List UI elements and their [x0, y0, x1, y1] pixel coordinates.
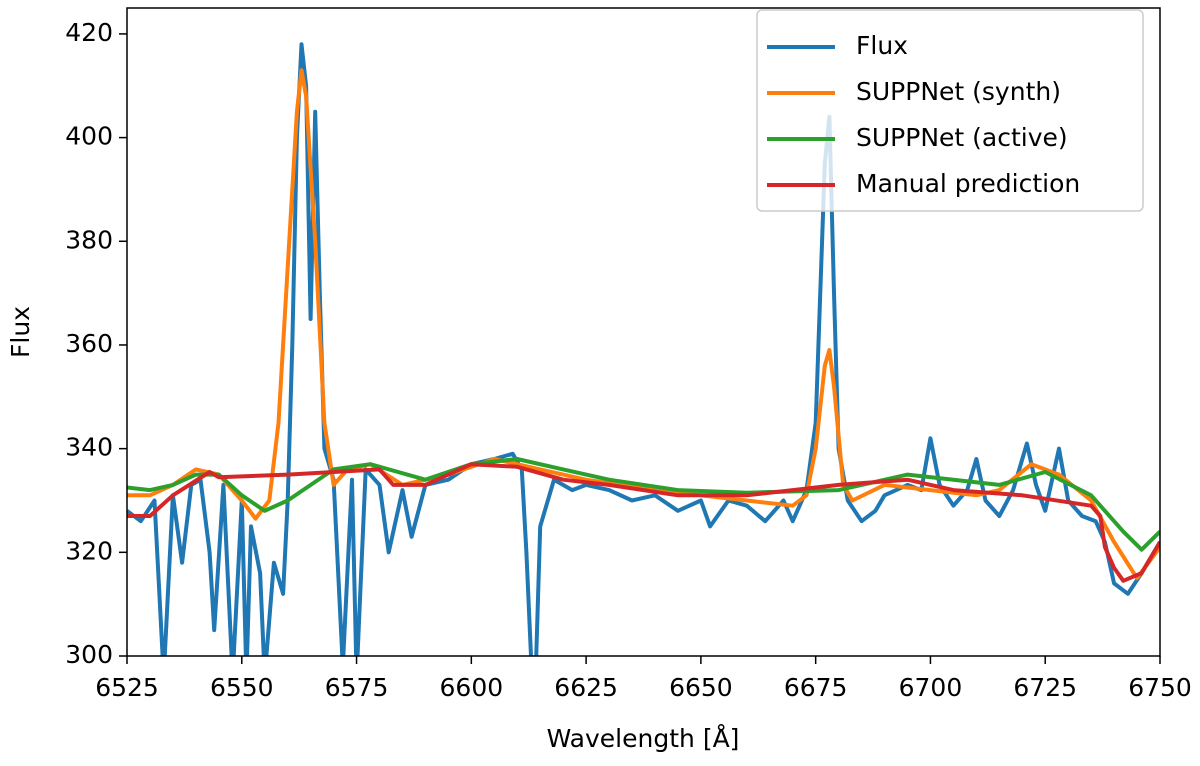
x-tick-label: 6750	[1128, 673, 1192, 702]
y-tick-label: 360	[65, 329, 113, 358]
plot-frame	[126, 7, 1161, 657]
x-tick-label: 6575	[325, 673, 389, 702]
legend-label: Manual prediction	[856, 169, 1080, 198]
series-line	[127, 68, 1160, 581]
legend-label: SUPPNet (synth)	[856, 77, 1061, 106]
legend: Flux SUPPNet (synth) SUPPNet (active) Manua…	[756, 9, 1144, 212]
x-tick-label: 6550	[210, 673, 274, 702]
series-line	[127, 42, 1160, 656]
series-line	[127, 462, 1160, 583]
y-tick-label: 300	[65, 640, 113, 669]
y-tick-label: 380	[65, 225, 113, 254]
x-tick-label: 6725	[1013, 673, 1077, 702]
x-tick-label: 6675	[784, 673, 848, 702]
y-tick-label: 340	[65, 433, 113, 462]
x-axis-label: Wavelength [Å]	[547, 724, 740, 753]
y-tick-label: 420	[65, 18, 113, 47]
legend-label: Flux	[856, 31, 908, 60]
y-tick-label: 400	[65, 122, 113, 151]
legend-box	[756, 9, 1144, 212]
y-tick-label: 320	[65, 536, 113, 565]
x-tick-label: 6600	[440, 673, 504, 702]
y-axis-label: Flux	[6, 306, 35, 358]
x-tick-label: 6625	[554, 673, 618, 702]
x-tick-label: 6525	[95, 673, 159, 702]
plot-lines	[127, 42, 1160, 656]
x-tick-label: 6650	[669, 673, 733, 702]
legend-label: SUPPNet (active)	[856, 123, 1068, 152]
x-tick-label: 6700	[899, 673, 963, 702]
